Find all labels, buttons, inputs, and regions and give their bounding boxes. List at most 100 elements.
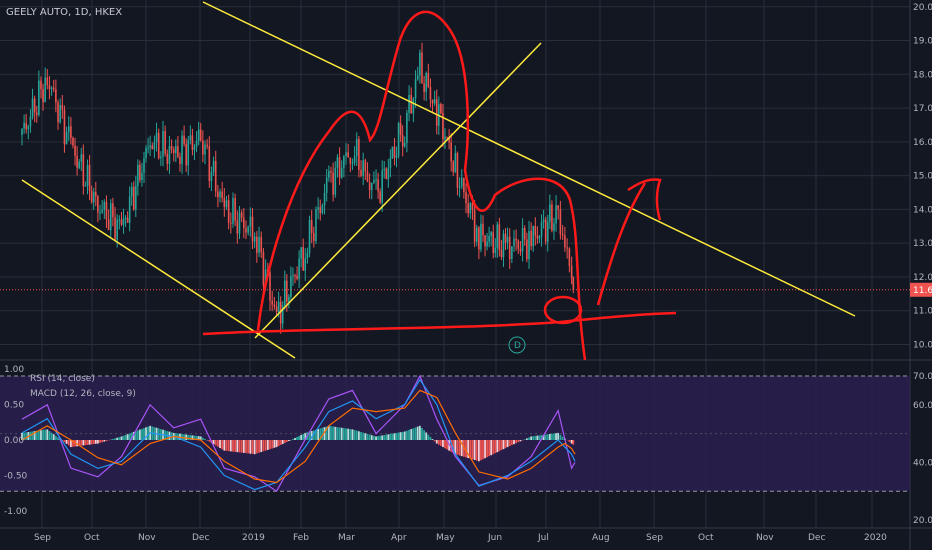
macd-histogram-bar bbox=[435, 440, 438, 444]
candle-body bbox=[502, 233, 505, 258]
candle-body bbox=[175, 146, 177, 153]
candle-body bbox=[435, 99, 438, 126]
macd-histogram-bar bbox=[340, 427, 343, 440]
candle-body bbox=[65, 132, 68, 145]
candle-body bbox=[542, 219, 545, 223]
candle-body bbox=[302, 247, 304, 271]
candle-body bbox=[492, 232, 495, 254]
candle-body bbox=[137, 164, 139, 186]
rsi-tick-label: 40.00 bbox=[913, 458, 932, 468]
candle-body bbox=[440, 104, 442, 114]
time-tick-label: Oct bbox=[84, 533, 100, 543]
candle-body bbox=[323, 192, 326, 206]
price-tick-label: 11.00 bbox=[913, 307, 932, 317]
candle-body bbox=[480, 223, 482, 250]
candle-body bbox=[177, 146, 179, 157]
candle-body bbox=[72, 137, 74, 146]
candle-body bbox=[511, 246, 513, 259]
macd-histogram-bar bbox=[488, 440, 491, 457]
macd-histogram-bar bbox=[395, 432, 398, 440]
macd-histogram-bar bbox=[143, 428, 145, 440]
candle-body bbox=[517, 240, 520, 249]
candle-body bbox=[399, 123, 402, 135]
macd-histogram-bar bbox=[519, 440, 522, 442]
macd-histogram-bar bbox=[266, 440, 269, 450]
candle-body bbox=[243, 217, 245, 229]
macd-histogram-bar bbox=[347, 428, 350, 440]
time-tick-label: Dec bbox=[192, 533, 209, 543]
circle-drawing bbox=[543, 295, 583, 325]
macd-histogram-bar bbox=[486, 440, 488, 458]
macd-histogram-bar bbox=[437, 440, 440, 445]
macd-histogram-bar bbox=[393, 433, 396, 440]
candle-body bbox=[448, 137, 450, 143]
candle-body bbox=[446, 136, 448, 138]
candle-body bbox=[521, 227, 524, 252]
candle-body bbox=[128, 196, 131, 223]
candle-body bbox=[214, 160, 217, 192]
macd-histogram-bar bbox=[78, 440, 81, 446]
macd-histogram-bar bbox=[199, 436, 202, 440]
axes: 20.00 19.00 18.00 17.00 16.00 15.00 14.00 13.00… bbox=[4, 3, 932, 543]
macd-histogram-bar bbox=[332, 426, 335, 440]
macd-histogram-bar bbox=[431, 439, 434, 440]
candle-body bbox=[76, 155, 78, 168]
macd-legend: MACD (12, 26, close, 9) bbox=[30, 389, 136, 399]
candle-body bbox=[193, 146, 196, 150]
candle-body bbox=[362, 160, 364, 176]
macd-histogram-bar bbox=[444, 440, 446, 449]
macd-histogram-bar bbox=[21, 432, 23, 440]
candles bbox=[0, 42, 910, 334]
price-tick-label: 18.00 bbox=[913, 70, 932, 80]
macd-histogram-bar bbox=[542, 434, 545, 440]
candle-body bbox=[212, 160, 215, 172]
candle-body bbox=[410, 94, 413, 114]
macd-histogram-bar bbox=[315, 429, 317, 440]
candle-body bbox=[112, 203, 114, 218]
macd-histogram-bar bbox=[72, 440, 74, 447]
macd-histogram-bar bbox=[473, 440, 476, 460]
candle-body bbox=[57, 102, 59, 123]
candle-body bbox=[206, 144, 208, 147]
macd-histogram-bar bbox=[310, 430, 313, 440]
candle-body bbox=[105, 202, 108, 220]
macd-histogram-bar bbox=[101, 440, 104, 443]
candle-body bbox=[42, 89, 44, 103]
time-tick-label: Oct bbox=[698, 533, 714, 543]
candle-body bbox=[210, 171, 213, 182]
candle-body bbox=[126, 217, 129, 223]
macd-histogram-bar bbox=[480, 440, 482, 461]
macd-histogram-bar bbox=[504, 440, 507, 449]
candle-body bbox=[526, 239, 528, 260]
macd-histogram-bar bbox=[405, 430, 408, 440]
macd-histogram-bar bbox=[559, 434, 562, 440]
macd-histogram-bar bbox=[327, 425, 330, 440]
candle-body bbox=[387, 168, 390, 180]
macd-histogram-bar bbox=[536, 435, 539, 440]
macd-histogram-bar bbox=[216, 440, 219, 447]
macd-histogram-bar bbox=[353, 430, 356, 440]
macd-histogram-bar bbox=[122, 435, 125, 440]
candle-body bbox=[381, 170, 383, 203]
macd-histogram-bar bbox=[370, 435, 373, 440]
candle-body bbox=[313, 233, 315, 242]
candle-body bbox=[403, 142, 406, 147]
candle-body bbox=[251, 216, 254, 242]
macd-histogram-bar bbox=[147, 426, 149, 440]
candle-body bbox=[551, 204, 553, 231]
time-tick-label: Apr bbox=[391, 533, 407, 543]
macd-histogram-bar bbox=[544, 434, 547, 440]
candle-body bbox=[179, 156, 181, 165]
macd-histogram-bar bbox=[325, 426, 328, 440]
candle-body bbox=[343, 156, 345, 168]
time-tick-label: 2020 bbox=[864, 533, 887, 543]
macd-histogram-bar bbox=[264, 440, 267, 451]
candle-body bbox=[197, 129, 200, 141]
macd-histogram-bar bbox=[296, 436, 298, 440]
candle-body bbox=[90, 190, 93, 203]
macd-histogram-bar bbox=[377, 436, 380, 440]
candle-body bbox=[321, 205, 324, 213]
macd-histogram-bar bbox=[460, 440, 463, 457]
macd-histogram-bar bbox=[229, 440, 232, 452]
macd-histogram-bar bbox=[355, 430, 358, 440]
